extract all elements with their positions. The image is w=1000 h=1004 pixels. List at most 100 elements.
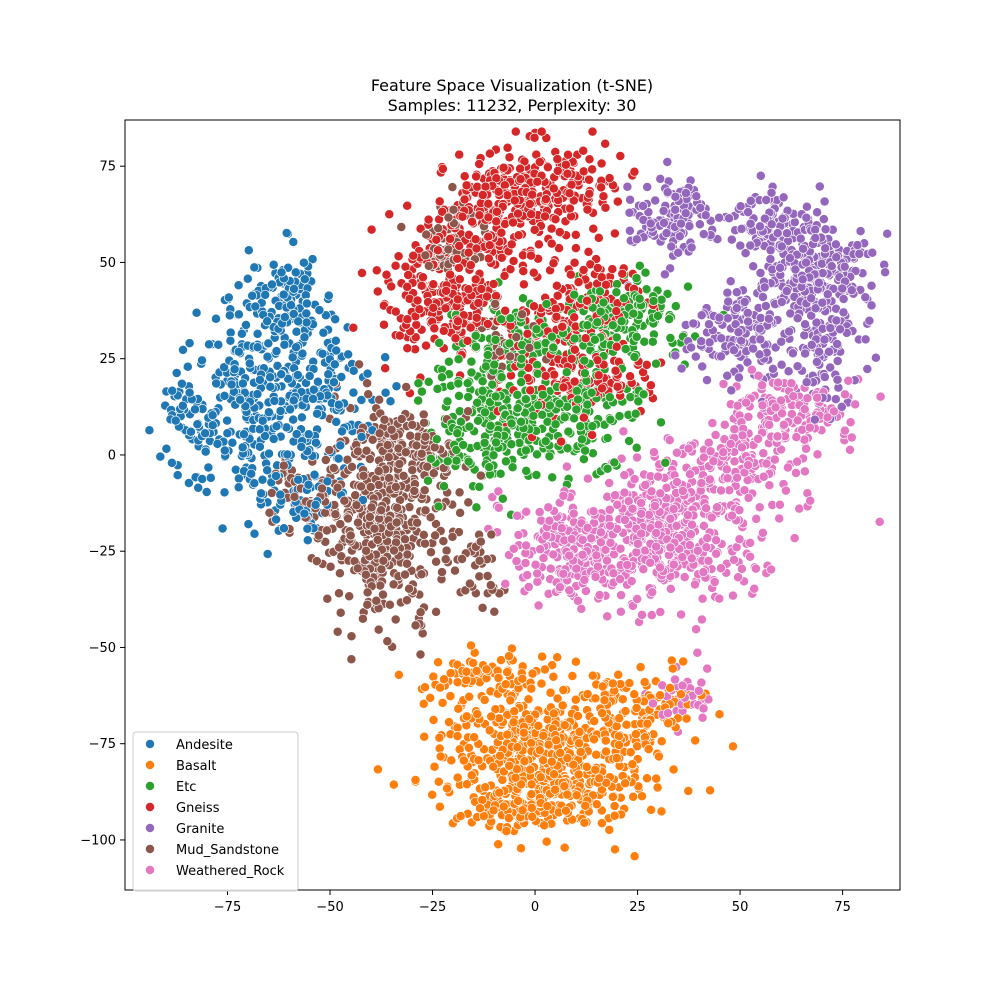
data-point — [400, 569, 410, 580]
data-point — [429, 761, 440, 772]
data-point — [454, 487, 465, 498]
data-point — [345, 530, 356, 541]
data-point — [671, 447, 682, 458]
data-point — [704, 337, 715, 348]
points-layer — [144, 126, 893, 862]
data-point — [792, 313, 803, 324]
data-point — [732, 400, 743, 411]
data-point — [486, 529, 497, 540]
data-point — [541, 836, 552, 847]
data-point — [811, 357, 822, 367]
data-point — [463, 247, 474, 258]
data-point — [416, 448, 427, 459]
data-point — [589, 716, 600, 727]
data-point — [722, 313, 733, 324]
data-point — [502, 142, 513, 153]
data-point — [556, 523, 567, 534]
data-point — [204, 339, 214, 350]
data-point — [302, 523, 313, 534]
data-point — [832, 339, 843, 349]
data-point — [400, 261, 411, 272]
data-point — [360, 569, 371, 580]
data-point — [183, 478, 194, 488]
data-point — [860, 334, 871, 345]
data-point — [451, 445, 462, 455]
data-point — [439, 481, 449, 492]
data-point — [461, 180, 472, 191]
data-point — [222, 415, 233, 426]
data-point — [331, 345, 342, 356]
data-point — [285, 404, 296, 415]
data-point — [413, 378, 424, 389]
data-point — [271, 346, 282, 357]
data-point — [572, 711, 583, 721]
data-point — [792, 361, 803, 372]
data-point — [391, 381, 402, 392]
data-point — [320, 455, 331, 465]
data-point — [800, 348, 811, 359]
data-point — [237, 378, 248, 389]
data-point — [452, 722, 463, 733]
data-point — [665, 683, 676, 693]
data-point — [742, 308, 753, 318]
data-point — [529, 224, 540, 235]
data-point — [376, 564, 387, 575]
data-point — [497, 774, 508, 785]
data-point — [581, 761, 592, 772]
data-point — [628, 791, 639, 802]
data-point — [587, 164, 598, 175]
data-point — [271, 471, 281, 481]
data-point — [453, 354, 464, 365]
data-point — [613, 669, 624, 680]
data-point — [763, 313, 774, 324]
data-point — [346, 631, 357, 642]
data-point — [318, 327, 329, 338]
data-point — [636, 498, 647, 508]
data-point — [455, 416, 466, 427]
data-point — [296, 441, 307, 452]
data-point — [552, 290, 563, 301]
data-point — [616, 590, 627, 601]
data-point — [645, 557, 656, 568]
data-point — [622, 181, 633, 192]
data-point — [824, 346, 834, 357]
data-point — [375, 580, 386, 591]
data-point — [843, 375, 854, 386]
data-point — [533, 400, 544, 411]
data-point — [569, 413, 580, 424]
data-point — [417, 628, 428, 639]
data-point — [825, 362, 836, 373]
data-point — [826, 261, 837, 272]
data-point — [801, 201, 812, 212]
data-point — [751, 513, 762, 524]
data-point — [532, 449, 542, 460]
data-point — [464, 691, 475, 702]
data-point — [447, 531, 458, 542]
data-point — [384, 209, 395, 220]
data-point — [624, 436, 635, 446]
data-point — [526, 250, 536, 261]
data-point — [496, 227, 507, 238]
data-point — [559, 412, 570, 423]
data-point — [516, 377, 527, 388]
data-point — [812, 207, 823, 218]
data-point — [612, 279, 622, 290]
data-point — [559, 720, 570, 731]
data-point — [614, 740, 624, 750]
data-point — [850, 399, 861, 410]
data-point — [702, 533, 713, 544]
data-point — [516, 353, 527, 364]
data-point — [703, 437, 714, 448]
data-point — [726, 385, 737, 396]
data-point — [598, 191, 609, 202]
data-point — [755, 268, 766, 278]
data-point — [655, 690, 666, 701]
data-point — [513, 208, 523, 219]
data-point — [619, 487, 630, 498]
data-point — [584, 174, 595, 185]
data-point — [499, 270, 510, 281]
data-point — [246, 468, 257, 479]
data-point — [500, 456, 511, 467]
data-point — [432, 383, 443, 394]
data-point — [373, 466, 384, 477]
